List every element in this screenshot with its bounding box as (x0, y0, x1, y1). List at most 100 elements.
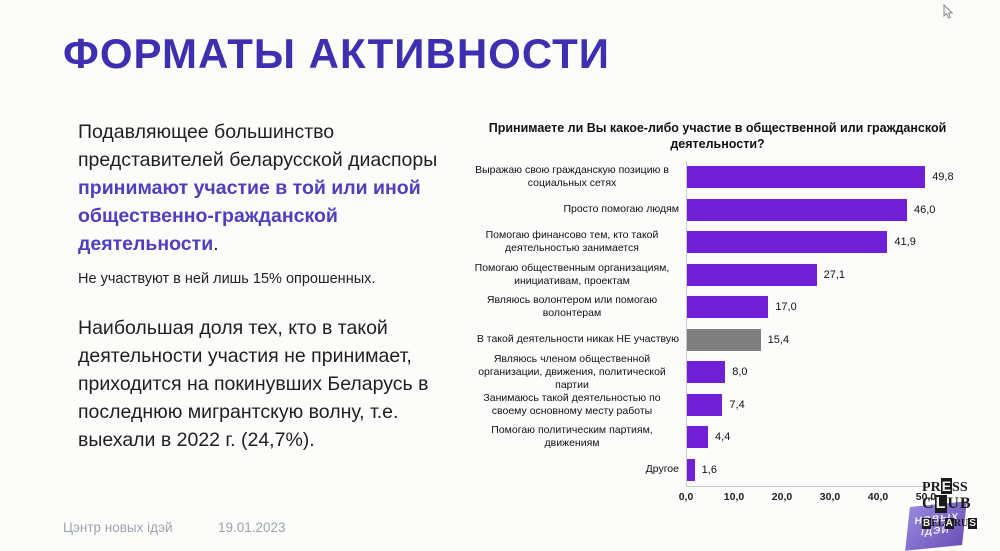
logo-letter: E (940, 478, 953, 494)
bar-row: Помогаю политическим партиям, движениям 4… (465, 421, 970, 454)
bar-category-text: Просто помогаю людям (563, 203, 679, 216)
intro-paragraph: Подавляющее большинство представителей б… (78, 118, 440, 258)
bar-category-label: Выражаю свою гражданскую позицию в социа… (465, 164, 686, 190)
bar-value-label: 46,0 (914, 203, 936, 216)
bar-category-text: Помогаю политическим партиям, движениям (491, 424, 653, 450)
bar-category-text: Помогаю финансово тем, кто такой деятель… (485, 229, 659, 255)
footer-source: Цэнтр новых ідэй (63, 520, 173, 535)
bar-row: Являюсь членом общественной организации,… (465, 353, 970, 392)
logo-letter: L (934, 495, 948, 513)
bar-category-text: Другое (645, 463, 679, 476)
bar-row: Другое 1,6 (465, 453, 970, 486)
bar (687, 393, 723, 416)
footer-date: 19.01.2023 (218, 520, 286, 535)
detail-paragraph: Наибольшая доля тех, кто в такой деятель… (78, 317, 429, 451)
bar-track: 17,0 (686, 291, 970, 324)
bar-category-label: Помогаю политическим партиям, движениям (465, 424, 686, 450)
intro-text-accent: принимают участие в той или иной обществ… (78, 177, 421, 255)
bar-row: Просто помогаю людям 46,0 (465, 193, 970, 226)
bar-track: 4,4 (686, 421, 970, 454)
logo-letter: S (959, 480, 968, 495)
x-axis-tick-label: 10,0 (723, 491, 745, 503)
logo-letter: R (953, 518, 962, 529)
bar-value-label: 49,8 (932, 171, 954, 184)
bar-value-label: 41,9 (894, 236, 916, 249)
bar-category-label: Являюсь членом общественной организации,… (465, 353, 686, 392)
chart-rows: Выражаю свою гражданскую позицию в социа… (465, 161, 970, 486)
logo-letter: B (959, 495, 972, 512)
mouse-cursor-icon (943, 4, 954, 19)
logo-wordmark: PRESS CLUB BELARUS (922, 478, 977, 531)
bar-category-label: Помогаю финансово тем, кто такой деятель… (465, 229, 686, 255)
bar (687, 361, 726, 384)
bar-row: Помогаю общественным организациям, иници… (465, 258, 970, 291)
bar (687, 166, 926, 189)
logo-letter: A (944, 518, 954, 529)
bar-track: 46,0 (686, 193, 970, 226)
logo-letter: U (961, 518, 969, 529)
logo-word-belarus: BELARUS (922, 513, 977, 531)
bar-value-label: 27,1 (823, 268, 846, 281)
bar-category-label: Просто помогаю людям (465, 203, 686, 216)
bar-value-label: 8,0 (732, 366, 748, 379)
chart-title: Принимаете ли Вы какое-либо участие в об… (488, 121, 947, 151)
bar-track: 49,8 (686, 161, 970, 194)
bar (687, 263, 817, 286)
bar-category-label: Являюсь волонтером или помогаю волонтера… (465, 294, 686, 320)
logo-letter: U (947, 495, 960, 512)
note-paragraph: Не участвуют в ней лишь 15% опрошенных. (78, 271, 376, 287)
x-axis-tick-label: 20,0 (771, 491, 793, 503)
logo-letter: E (931, 518, 938, 529)
bar-category-text: Выражаю свою гражданскую позицию в социа… (475, 164, 669, 190)
bar-value-label: 4,4 (715, 431, 731, 444)
bar-chart: Принимаете ли Вы какое-либо участие в об… (465, 120, 970, 504)
bar-category-text: В такой деятельности никак НЕ участвую (476, 333, 679, 346)
bar-category-text: Являюсь членом общественной организации,… (478, 352, 666, 391)
bar (687, 458, 695, 481)
x-axis-tick-label: 30,0 (819, 491, 841, 503)
bar-category-label: Другое (465, 463, 686, 476)
bar-track: 7,4 (686, 388, 970, 421)
logo-letter: P (922, 480, 931, 495)
bar-row: Являюсь волонтером или помогаю волонтера… (465, 291, 970, 324)
press-club-belarus-logo: НОВЫХ ІДЭЙ PRESS CLUB BELARUS (905, 478, 998, 551)
bar-value-label: 15,4 (767, 333, 790, 346)
bar-value-label: 17,0 (775, 301, 797, 314)
bar-track: 15,4 (686, 323, 970, 356)
page-title: ФОРМАТЫ АКТИВНОСТИ (63, 30, 610, 77)
intro-text-black: Подавляющее большинство представителей б… (78, 121, 438, 171)
x-axis-tick-label: 0,0 (678, 491, 694, 503)
bar (687, 296, 769, 319)
bar (687, 198, 908, 221)
bar-track: 41,9 (686, 226, 970, 259)
bar (687, 328, 761, 351)
bar-category-label: Занимаюсь такой деятельностью по своему … (465, 392, 686, 418)
logo-word-club: CLUB (922, 495, 977, 513)
bar-category-label: В такой деятельности никак НЕ участвую (465, 333, 686, 346)
x-axis-tick-label: 50,0 (915, 491, 937, 503)
logo-letter: C (922, 495, 935, 512)
bar-track: 8,0 (686, 356, 970, 389)
bar-row: Занимаюсь такой деятельностью по своему … (465, 388, 970, 421)
logo-letter: B (922, 518, 932, 529)
bar (687, 231, 888, 254)
bar-track: 1,6 (686, 453, 970, 486)
logo-letter: S (952, 480, 960, 495)
logo-word-press: PRESS (922, 478, 977, 496)
bar-category-text: Занимаюсь такой деятельностью по своему … (483, 391, 661, 417)
logo-letter: L (937, 518, 945, 529)
intro-text-period: . (213, 233, 219, 255)
bar-track: 27,1 (686, 258, 970, 291)
logo-letter: S (968, 518, 977, 529)
bar-category-text: Помогаю общественным организациям, иници… (474, 261, 670, 287)
bar-value-label: 7,4 (729, 398, 745, 411)
bar-row: Помогаю финансово тем, кто такой деятель… (465, 226, 970, 259)
x-axis-tick-label: 40,0 (867, 491, 889, 503)
x-axis-line (686, 486, 926, 487)
summary-text-column: Подавляющее большинство представителей б… (78, 118, 440, 454)
bar (687, 426, 709, 449)
bar-category-text: Являюсь волонтером или помогаю волонтера… (486, 294, 658, 320)
x-axis-ticks: 0,0 10,0 20,0 30,0 40,0 50,0 (679, 487, 937, 504)
logo-letter: R (930, 480, 941, 495)
bar-value-label: 1,6 (701, 463, 717, 476)
